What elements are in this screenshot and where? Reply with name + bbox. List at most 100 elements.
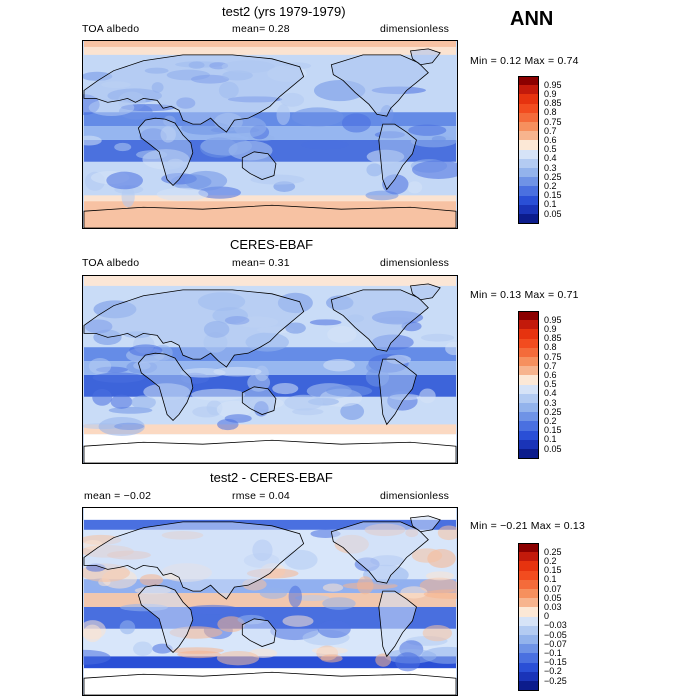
colorbar-label: 0.85 — [544, 333, 562, 344]
panel-3-units: dimensionless — [380, 490, 450, 502]
colorbar-swatch — [518, 85, 539, 95]
colorbar-label: −0.03 — [544, 620, 567, 631]
colorbar-swatch — [518, 140, 539, 151]
colorbar-label: 0.03 — [544, 601, 562, 612]
panel-2-minmax: Min = 0.13 Max = 0.71 — [470, 289, 579, 301]
colorbar-label: 0.8 — [544, 342, 557, 353]
colorbar-label: 0.1 — [544, 574, 557, 585]
colorbar-label: 0.07 — [544, 583, 562, 594]
panel-2-map — [82, 275, 458, 464]
colorbar-swatch — [518, 543, 539, 553]
colorbar-swatch — [518, 653, 539, 664]
colorbar-swatch — [518, 570, 539, 581]
season-label: ANN — [510, 8, 554, 30]
colorbar-label: 0.3 — [544, 162, 557, 173]
panel-2-mean: mean= 0.31 — [232, 257, 290, 269]
colorbar-label: 0.05 — [544, 592, 562, 603]
colorbar-swatch — [518, 384, 539, 395]
colorbar-swatch — [518, 625, 539, 636]
colorbar-label: 0.7 — [544, 360, 557, 371]
colorbar-label: 0.6 — [544, 134, 557, 145]
colorbar-label: 0.75 — [544, 116, 562, 127]
colorbar-swatch — [518, 186, 539, 197]
panel-3-title: test2 - CERES-EBAF — [210, 470, 333, 485]
colorbar-label: 0.25 — [544, 406, 562, 417]
colorbar-label: −0.05 — [544, 629, 567, 640]
colorbar-swatch — [518, 149, 539, 160]
colorbar-label: 0.4 — [544, 153, 557, 164]
colorbar-label: 0.25 — [544, 546, 562, 557]
colorbar-swatch — [518, 662, 539, 673]
colorbar-label: 0.2 — [544, 415, 557, 426]
map-field — [83, 41, 457, 228]
colorbar-label: 0.2 — [544, 555, 557, 566]
colorbar-swatch — [518, 375, 539, 386]
colorbar-label: 0.5 — [544, 379, 557, 390]
colorbar-swatch — [518, 347, 539, 358]
map-field — [83, 276, 457, 463]
colorbar-swatch — [518, 561, 539, 572]
map-field — [83, 508, 457, 695]
colorbar-swatch — [518, 214, 539, 224]
colorbar-label: 0.9 — [544, 88, 557, 99]
panel-1-mean: mean= 0.28 — [232, 23, 290, 35]
colorbar-label: −0.07 — [544, 638, 567, 649]
panel-2-units: dimensionless — [380, 257, 450, 269]
colorbar-label: 0.6 — [544, 369, 557, 380]
colorbar-label: 0.9 — [544, 323, 557, 334]
colorbar-swatch — [518, 439, 539, 450]
colorbar-swatch — [518, 430, 539, 441]
colorbar-label: 0 — [544, 611, 550, 622]
panel-1-title: test2 (yrs 1979-1979) — [222, 4, 346, 19]
colorbar-swatch — [518, 607, 539, 618]
colorbar-label: 0.8 — [544, 107, 557, 118]
colorbar-swatch — [518, 589, 539, 599]
colorbar-label: 0.25 — [544, 171, 562, 182]
colorbar-swatch — [518, 338, 539, 349]
colorbar-swatch — [518, 552, 539, 562]
colorbar-label: 0.2 — [544, 180, 557, 191]
colorbar-swatch — [518, 449, 539, 459]
colorbar-label: 0.95 — [544, 314, 562, 325]
colorbar-label: 0.4 — [544, 388, 557, 399]
colorbar-label: −0.15 — [544, 657, 567, 668]
colorbar-swatch — [518, 421, 539, 432]
panel-2-title: CERES-EBAF — [230, 237, 314, 252]
colorbar-label: −0.1 — [544, 647, 562, 658]
colorbar-swatch — [518, 598, 539, 608]
colorbar-swatch — [518, 393, 539, 404]
colorbar-swatch — [518, 195, 539, 206]
colorbar-label: 0.95 — [544, 79, 562, 90]
panel-3-minmax: Min = −0.21 Max = 0.13 — [470, 520, 586, 532]
colorbar-label: 0.75 — [544, 351, 562, 362]
colorbar-swatch — [518, 158, 539, 169]
colorbar-swatch — [518, 76, 539, 86]
colorbar-swatch — [518, 403, 539, 413]
colorbar-swatch — [518, 681, 539, 691]
colorbar-swatch — [518, 671, 539, 682]
colorbar-swatch — [518, 177, 539, 187]
colorbar-label: −0.2 — [544, 666, 562, 677]
colorbar-label: 0.3 — [544, 397, 557, 408]
panel-1-units: dimensionless — [380, 23, 450, 35]
colorbar-label: 0.15 — [544, 190, 562, 201]
colorbar-swatch — [518, 103, 539, 114]
panel-3-map — [82, 507, 458, 696]
colorbar-swatch — [518, 616, 539, 627]
colorbar-swatch — [518, 366, 539, 376]
panel-1-minmax: Min = 0.12 Max = 0.74 — [470, 55, 579, 67]
colorbar-swatch — [518, 122, 539, 132]
panel-1-map — [82, 40, 458, 229]
colorbar-label: −0.25 — [544, 675, 567, 686]
colorbar-label: 0.15 — [544, 425, 562, 436]
colorbar-swatch — [518, 94, 539, 105]
colorbar-swatch — [518, 168, 539, 178]
colorbar-swatch — [518, 329, 539, 340]
colorbar-swatch — [518, 579, 539, 590]
colorbar-label: 0.15 — [544, 565, 562, 576]
colorbar-label: 0.1 — [544, 434, 557, 445]
colorbar-label: 0.1 — [544, 199, 557, 210]
colorbar-swatch — [518, 644, 539, 654]
colorbar-swatch — [518, 311, 539, 321]
colorbar-swatch — [518, 204, 539, 215]
